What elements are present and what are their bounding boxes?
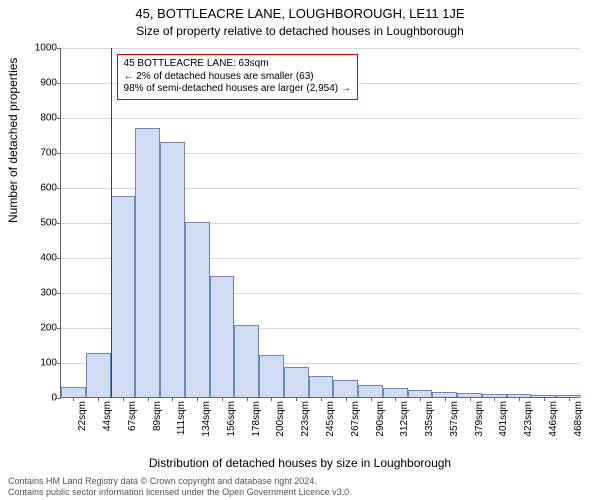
- gridline: [61, 118, 580, 119]
- annotation-line: 98% of semi-detached houses are larger (…: [124, 83, 351, 96]
- xtick-label: 379sqm: [474, 401, 485, 437]
- ytick-mark: [57, 83, 61, 84]
- ytick-mark: [57, 118, 61, 119]
- ytick-label: 400: [40, 253, 57, 264]
- footer-attribution: Contains HM Land Registry data © Crown c…: [8, 476, 592, 498]
- xtick-label: 44sqm: [102, 401, 113, 431]
- histogram-bar: [358, 385, 383, 397]
- ytick-mark: [57, 188, 61, 189]
- reference-line: [111, 48, 112, 397]
- xtick-mark: [197, 397, 198, 401]
- xtick-label: 468sqm: [573, 401, 584, 437]
- xtick-label: 290sqm: [375, 401, 386, 437]
- xtick-label: 134sqm: [201, 401, 212, 437]
- histogram-bar: [61, 387, 86, 398]
- histogram-bar: [86, 353, 111, 397]
- y-axis-label: Number of detached properties: [6, 58, 20, 223]
- chart-title: 45, BOTTLEACRE LANE, LOUGHBOROUGH, LE11 …: [0, 6, 600, 21]
- xtick-label: 22sqm: [77, 401, 88, 431]
- xtick-label: 245sqm: [325, 401, 336, 437]
- xtick-label: 446sqm: [548, 401, 559, 437]
- plot-area: 0100200300400500600700800900100022sqm44s…: [60, 48, 580, 398]
- ytick-mark: [57, 363, 61, 364]
- ytick-label: 800: [40, 113, 57, 124]
- xtick-mark: [470, 397, 471, 401]
- ytick-label: 100: [40, 358, 57, 369]
- xtick-label: 423sqm: [523, 401, 534, 437]
- xtick-mark: [172, 397, 173, 401]
- xtick-mark: [222, 397, 223, 401]
- ytick-mark: [57, 153, 61, 154]
- histogram-bar: [185, 222, 210, 397]
- ytick-label: 1000: [35, 43, 57, 54]
- ytick-label: 500: [40, 218, 57, 229]
- ytick-mark: [57, 258, 61, 259]
- xtick-label: 223sqm: [300, 401, 311, 437]
- histogram-bar: [309, 376, 334, 397]
- xtick-label: 178sqm: [251, 401, 262, 437]
- histogram-bar: [160, 142, 185, 398]
- xtick-mark: [420, 397, 421, 401]
- annotation-box: 45 BOTTLEACRE LANE: 63sqm← 2% of detache…: [117, 54, 358, 100]
- xtick-label: 67sqm: [127, 401, 138, 431]
- xtick-mark: [371, 397, 372, 401]
- xtick-mark: [544, 397, 545, 401]
- footer-line-2: Contains public sector information licen…: [8, 487, 592, 498]
- xtick-label: 312sqm: [399, 401, 410, 437]
- x-axis-label: Distribution of detached houses by size …: [0, 456, 600, 470]
- ytick-mark: [57, 223, 61, 224]
- histogram-bar: [284, 367, 309, 397]
- ytick-label: 900: [40, 78, 57, 89]
- xtick-label: 401sqm: [498, 401, 509, 437]
- xtick-mark: [73, 397, 74, 401]
- annotation-line: 45 BOTTLEACRE LANE: 63sqm: [124, 58, 351, 71]
- histogram-bar: [408, 390, 433, 397]
- xtick-mark: [247, 397, 248, 401]
- xtick-label: 357sqm: [449, 401, 460, 437]
- gridline: [61, 48, 580, 49]
- xtick-label: 200sqm: [275, 401, 286, 437]
- histogram-bar: [210, 276, 235, 397]
- histogram-bar: [383, 388, 408, 397]
- xtick-mark: [519, 397, 520, 401]
- xtick-mark: [494, 397, 495, 401]
- ytick-mark: [57, 293, 61, 294]
- histogram-bar: [333, 380, 358, 398]
- xtick-label: 267sqm: [350, 401, 361, 437]
- ytick-label: 0: [51, 393, 57, 404]
- xtick-mark: [98, 397, 99, 401]
- xtick-label: 111sqm: [176, 401, 187, 435]
- ytick-label: 600: [40, 183, 57, 194]
- histogram-bar: [135, 128, 160, 398]
- xtick-label: 89sqm: [152, 401, 163, 431]
- ytick-mark: [57, 48, 61, 49]
- xtick-mark: [445, 397, 446, 401]
- ytick-label: 700: [40, 148, 57, 159]
- xtick-mark: [321, 397, 322, 401]
- xtick-mark: [271, 397, 272, 401]
- histogram-bar: [259, 355, 284, 397]
- annotation-line: ← 2% of detached houses are smaller (63): [124, 71, 351, 84]
- xtick-mark: [296, 397, 297, 401]
- xtick-mark: [569, 397, 570, 401]
- xtick-mark: [346, 397, 347, 401]
- ytick-label: 300: [40, 288, 57, 299]
- xtick-label: 156sqm: [226, 401, 237, 437]
- footer-line-1: Contains HM Land Registry data © Crown c…: [8, 476, 592, 487]
- ytick-mark: [57, 328, 61, 329]
- xtick-label: 335sqm: [424, 401, 435, 437]
- xtick-mark: [395, 397, 396, 401]
- histogram-bar: [234, 325, 259, 397]
- histogram-bar: [111, 196, 136, 397]
- ytick-mark: [57, 398, 61, 399]
- xtick-mark: [123, 397, 124, 401]
- xtick-mark: [148, 397, 149, 401]
- chart-subtitle: Size of property relative to detached ho…: [0, 24, 600, 38]
- ytick-label: 200: [40, 323, 57, 334]
